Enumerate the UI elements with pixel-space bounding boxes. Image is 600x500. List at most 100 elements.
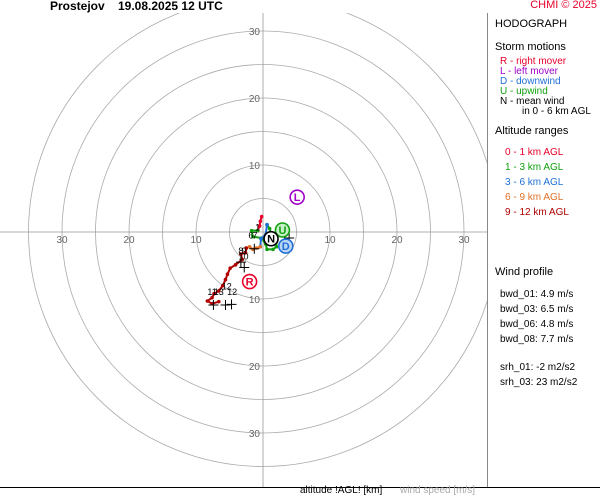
hodograph-segment: [256, 215, 263, 232]
legend-alt-1-3: 1 - 3 km AGL: [505, 162, 564, 173]
storm-marker-ring: [241, 273, 258, 290]
axis-tick-label: 20: [249, 362, 261, 373]
hodograph-point: [271, 247, 275, 252]
hodograph-point: [216, 289, 221, 293]
height-cross: [249, 243, 260, 254]
legend-title: HODOGRAPH: [495, 18, 568, 30]
km-height-label: 1: [255, 223, 260, 233]
axis-tick-label: 30: [458, 235, 470, 246]
bwd-03-value: bwd_03: 6.5 m/s: [500, 304, 574, 315]
altitude-ranges-title: Altitude ranges: [495, 125, 569, 137]
legend-right-mover: R - right mover: [500, 56, 567, 67]
hodograph-point: [258, 244, 263, 249]
hodograph-point: [216, 299, 221, 304]
hodograph-segment: [259, 223, 269, 248]
km-height-label: 8: [238, 246, 243, 256]
legend-downwind: D - downwind: [500, 76, 561, 87]
km-height-label: 6: [248, 231, 253, 241]
axis-tick-label: 10: [249, 161, 261, 172]
hodograph-point: [243, 250, 248, 255]
hodograph-point: [251, 234, 255, 239]
srh-01-value: srh_01: -2 m2/s2: [500, 362, 576, 373]
altitude-ranges-legend: Altitude ranges 0 - 1 km AGL 1 - 3 km AG…: [495, 124, 600, 220]
hodograph-point: [249, 228, 254, 233]
height-cross: [235, 257, 246, 268]
hodograph-point: [223, 277, 228, 282]
km-height-label: 13: [214, 287, 224, 297]
storm-marker-ring: [277, 238, 294, 254]
height-cross: [220, 300, 231, 311]
bwd-06-value: bwd_06: 4.8 m/s: [500, 319, 574, 330]
hodograph-point: [259, 236, 263, 241]
hodograph-point: [228, 266, 232, 270]
hodograph-point: [258, 219, 263, 224]
copyright-credit: CHMI © 2025: [530, 0, 597, 11]
axis-tick-label: 10: [249, 295, 261, 306]
hodograph-point: [225, 272, 230, 277]
hodograph-point: [233, 263, 238, 267]
axis-tick-label: 10: [324, 235, 336, 246]
legend-alt-0-1: 0 - 1 km AGL: [505, 147, 564, 158]
km-height-label: 10: [239, 251, 249, 261]
storm-motions-legend: Storm motions R - right mover L - left m…: [495, 40, 600, 117]
axis-tick-label: 20: [123, 235, 135, 246]
bwd-08-value: bwd_08: 7.7 m/s: [500, 334, 574, 345]
axis-tick-label: 10: [190, 235, 202, 246]
km-height-label: 12: [222, 282, 232, 292]
hodograph-point: [212, 291, 216, 296]
bwd-01-value: bwd_01: 4.9 m/s: [500, 289, 574, 300]
km-height-label: 11: [207, 287, 216, 297]
wind-speed-units-label: wind speed [m/s]: [400, 485, 476, 496]
station-name: Prostejov: [50, 0, 105, 13]
legend-alt-6-9: 6 - 9 km AGL: [505, 192, 564, 203]
legend-alt-3-6: 3 - 6 km AGL: [505, 177, 564, 188]
polar-grid: [0, 13, 487, 487]
srh-03-value: srh_03: 23 m2/s2: [500, 377, 578, 388]
height-cross: [226, 299, 237, 310]
axis-tick-label: 20: [391, 235, 403, 246]
legend-alt-9-12: 9 - 12 km AGL: [505, 207, 569, 218]
height-cross: [208, 300, 219, 311]
axis-tick-labels: 10 10 10 10 20 20 20 20 30 30 30 30: [56, 27, 470, 440]
hodograph-point: [221, 283, 225, 288]
storm-marker-ring: [274, 222, 291, 238]
km-height-label: 12: [227, 287, 237, 297]
legend-mean-wind: N - mean wind: [500, 96, 565, 107]
axis-tick-label: 30: [56, 235, 68, 246]
legend-mean-wind-layer: in 0 - 6 km AGL: [522, 106, 591, 117]
km-height-label: 7: [252, 231, 257, 241]
storm-motion-markers: R L DUN: [241, 189, 305, 290]
legend-upwind: U - upwind: [500, 86, 548, 97]
axis-tick-label: 30: [249, 429, 261, 440]
km-height-label: 9: [242, 246, 247, 256]
hodograph-point: [259, 214, 264, 219]
storm-marker-label: N: [267, 234, 275, 246]
sounding-datetime: 19.08.2025 12 UTC: [118, 0, 223, 13]
hodograph-point: [254, 246, 259, 250]
hodograph-point: [210, 295, 214, 300]
hodograph-point: [247, 244, 252, 249]
legend-left-mover: L - left mover: [500, 66, 558, 77]
storm-marker-label: R: [246, 277, 254, 289]
wind-profile-legend: Wind profile bwd_01: 4.9 m/s bwd_03: 6.5…: [495, 265, 600, 390]
storm-motions-title: Storm motions: [495, 41, 566, 53]
hodograph-point: [255, 228, 260, 233]
hodograph-point: [244, 246, 249, 250]
storm-marker-ring: [289, 189, 305, 205]
hodograph-point: [265, 222, 269, 227]
storm-marker-label: U: [278, 225, 286, 237]
hodograph-point: [274, 244, 279, 249]
hodograph-point: [205, 299, 210, 303]
storm-marker-label: D: [282, 241, 290, 253]
legend-panel: HODOGRAPH: [495, 17, 600, 32]
hodograph-point: [257, 224, 262, 228]
altitude-units-label: altitude !AGL! [km]: [300, 485, 383, 496]
hodograph-point: [239, 252, 243, 256]
storm-marker-ring: [263, 230, 279, 247]
axis-tick-label: 30: [249, 27, 261, 38]
storm-marker-label: L: [294, 192, 301, 204]
height-markers: 1367891011121213: [207, 223, 295, 311]
hodograph-point: [265, 247, 269, 252]
axis-tick-label: 20: [249, 94, 261, 105]
